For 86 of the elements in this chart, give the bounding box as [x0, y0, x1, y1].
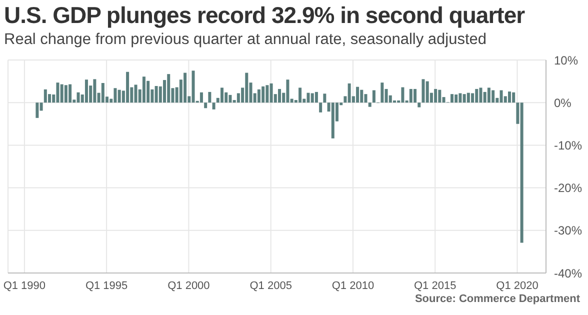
- bar: [380, 82, 384, 103]
- bar: [68, 84, 72, 103]
- bar: [414, 88, 417, 103]
- bar: [93, 79, 96, 103]
- y-tick-label: -30%: [554, 224, 582, 238]
- bar: [356, 86, 360, 103]
- bar: [368, 102, 372, 107]
- bar: [192, 70, 195, 103]
- bar: [462, 94, 466, 103]
- bar: [44, 89, 47, 103]
- bar: [492, 90, 495, 103]
- bar: [319, 102, 322, 112]
- bar: [84, 80, 88, 103]
- bar: [360, 90, 364, 103]
- bar: [134, 84, 138, 103]
- bar: [167, 74, 170, 103]
- x-tick-label: Q1 2020: [496, 280, 538, 292]
- y-tick-label: 10%: [554, 53, 578, 68]
- bar: [520, 102, 524, 243]
- bar: [278, 88, 281, 103]
- y-tick-label: -10%: [554, 138, 582, 152]
- bar: [154, 86, 158, 103]
- bar: [310, 93, 314, 103]
- bar: [323, 94, 326, 103]
- bar: [372, 90, 376, 103]
- bar: [483, 92, 486, 103]
- y-tick-label: -20%: [554, 181, 582, 196]
- bar: [266, 85, 269, 103]
- x-tick-label: Q1 1990: [3, 280, 46, 292]
- x-tick-label: Q1 1995: [85, 280, 128, 292]
- bar: [114, 88, 117, 103]
- bar: [409, 88, 412, 103]
- x-tick-label: Q1 2015: [414, 280, 456, 292]
- bar: [146, 80, 150, 103]
- bar: [422, 79, 425, 103]
- x-tick-label: Q1 2010: [332, 280, 374, 292]
- bar: [401, 87, 404, 103]
- bar: [466, 92, 470, 103]
- bar: [200, 92, 203, 103]
- chart-subtitle: Real change from previous quarter at annual rate, seasonally adjusted: [4, 31, 487, 49]
- bar: [64, 85, 68, 103]
- bar: [257, 89, 260, 103]
- bar: [479, 88, 482, 103]
- bar: [298, 88, 302, 103]
- bar: [262, 86, 265, 103]
- bar: [306, 92, 310, 103]
- bar: [348, 83, 351, 103]
- bar: [450, 94, 454, 103]
- bar: [434, 88, 438, 103]
- bar: [508, 92, 511, 103]
- bar: [204, 102, 208, 108]
- chart-title: U.S. GDP plunges record 32.9% in second quarter: [4, 2, 525, 29]
- bar: [60, 84, 64, 103]
- y-tick-label: -40%: [554, 266, 582, 280]
- bar: [475, 88, 478, 103]
- bar: [142, 76, 146, 103]
- x-tick-label: Q1 2005: [250, 280, 292, 292]
- bar: [245, 72, 248, 103]
- bar: [331, 102, 334, 138]
- bar: [286, 80, 290, 103]
- bar: [208, 92, 212, 103]
- bar: [118, 90, 121, 103]
- bar: [76, 92, 80, 103]
- bar: [184, 72, 187, 103]
- bar: [454, 94, 458, 103]
- bar: [512, 92, 516, 103]
- bar: [487, 88, 490, 103]
- bar: [56, 82, 60, 103]
- bar: [126, 72, 130, 103]
- bar: [212, 102, 216, 110]
- bar: [500, 90, 503, 103]
- bar: [36, 102, 39, 118]
- y-tick-label: 0%: [554, 96, 572, 110]
- bar: [101, 83, 104, 103]
- bar: [220, 88, 224, 103]
- bar: [426, 81, 429, 103]
- bar: [418, 102, 421, 108]
- bar: [364, 94, 368, 103]
- x-tick-label: Q1 2000: [168, 280, 210, 292]
- bar: [314, 92, 318, 103]
- bar: [471, 93, 474, 103]
- source-note: Source: Commerce Department: [414, 293, 580, 305]
- bar: [270, 83, 273, 103]
- bar: [438, 90, 442, 103]
- bar: [228, 94, 232, 103]
- bar: [458, 93, 462, 103]
